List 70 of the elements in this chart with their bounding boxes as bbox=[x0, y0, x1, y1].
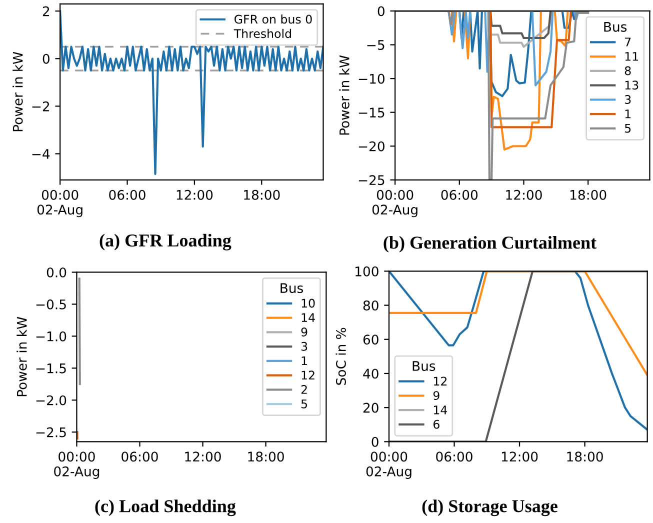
y-tick-label: 0 bbox=[42, 54, 50, 64]
y-axis-title: SoC in % bbox=[336, 328, 346, 385]
y-tick-label: −5 bbox=[367, 40, 384, 50]
y-tick-label: 60 bbox=[363, 334, 378, 345]
legend-label: 14 bbox=[434, 406, 448, 414]
text: (d) Storage Usage bbox=[422, 500, 558, 516]
x-tick-label: 12:00 bbox=[502, 452, 538, 462]
legend-label: 5 bbox=[301, 400, 308, 408]
x-tick-label: 12:00 bbox=[185, 452, 221, 462]
legend-title: Bus bbox=[280, 283, 304, 294]
y-tick-label: 40 bbox=[363, 368, 378, 379]
legend-label: 3 bbox=[301, 342, 308, 351]
text: (a) GFR Loading bbox=[100, 234, 232, 250]
legend-label: 12 bbox=[302, 370, 314, 380]
legend-label: 7 bbox=[625, 38, 631, 46]
legend-label: 1 bbox=[625, 110, 631, 118]
x-tick-label: 00:00 02-Aug bbox=[37, 190, 82, 218]
x-tick-label: 00:00 02-Aug bbox=[54, 452, 100, 479]
legend-label: 9 bbox=[301, 328, 308, 336]
y-tick-label: −2.5 bbox=[36, 427, 66, 438]
legend-label: 1 bbox=[302, 356, 307, 366]
y-tick-label: −10 bbox=[358, 74, 384, 84]
x-tick-label: 00:00 02-Aug bbox=[366, 452, 412, 479]
x-tick-label: 12:00 bbox=[506, 190, 542, 200]
legend-label: 5 bbox=[625, 124, 631, 133]
y-tick-label: −4 bbox=[32, 149, 50, 159]
y-tick-label: −15 bbox=[358, 108, 384, 118]
legend-title: Bus bbox=[604, 22, 627, 32]
legend-label: 11 bbox=[625, 52, 638, 61]
text: (c) Load Shedding bbox=[95, 500, 236, 516]
x-tick-label: 18:00 bbox=[248, 452, 284, 462]
text: (b) Generation Curtailment bbox=[384, 236, 596, 252]
legend-label: GFR on bus 0 bbox=[234, 14, 312, 24]
y-tick-label: −1.0 bbox=[36, 331, 66, 342]
legend-label: 8 bbox=[624, 66, 631, 76]
x-tick-label: 00:00 02-Aug bbox=[372, 190, 418, 218]
x-tick-label: 12:00 bbox=[176, 190, 213, 200]
y-tick-label: −20 bbox=[358, 141, 384, 152]
legend-label: 10 bbox=[302, 298, 315, 308]
y-tick-label: 2 bbox=[42, 6, 50, 16]
y-tick-label: 0 bbox=[378, 6, 384, 16]
x-tick-label: 06:00 bbox=[436, 452, 472, 462]
y-tick-label: 100 bbox=[356, 266, 378, 276]
x-tick-label: 18:00 bbox=[570, 190, 606, 200]
y-axis-title: Power in kW bbox=[339, 55, 350, 135]
y-tick-label: −25 bbox=[358, 175, 384, 186]
legend-label: 3 bbox=[624, 95, 631, 104]
legend-title: Bus bbox=[412, 361, 436, 371]
y-tick-label: 80 bbox=[363, 300, 378, 310]
y-tick-label: −1.5 bbox=[36, 364, 66, 374]
y-tick-label: −0.5 bbox=[36, 299, 66, 310]
x-tick-label: 06:00 bbox=[109, 190, 146, 200]
x-tick-label: 18:00 bbox=[567, 452, 603, 462]
x-tick-label: 18:00 bbox=[244, 190, 280, 200]
x-tick-label: 06:00 bbox=[122, 452, 158, 462]
y-tick-label: 20 bbox=[363, 402, 378, 413]
y-tick-label: 0.0 bbox=[46, 267, 66, 278]
legend-label: 14 bbox=[302, 313, 315, 322]
y-tick-label: 0 bbox=[372, 436, 378, 447]
x-tick-label: 06:00 bbox=[441, 190, 478, 200]
y-axis-title: Power in kW bbox=[16, 316, 27, 396]
legend-label: 13 bbox=[625, 80, 638, 90]
legend-label: 6 bbox=[433, 420, 440, 429]
legend-label: 2 bbox=[301, 385, 307, 394]
legend-label: Threshold bbox=[234, 28, 291, 38]
y-tick-label: −2 bbox=[32, 101, 50, 112]
legend-label: 9 bbox=[433, 391, 440, 400]
y-tick-label: −2.0 bbox=[36, 395, 66, 406]
legend-label: 12 bbox=[434, 376, 447, 386]
y-axis-title: Power in kW bbox=[12, 52, 23, 132]
